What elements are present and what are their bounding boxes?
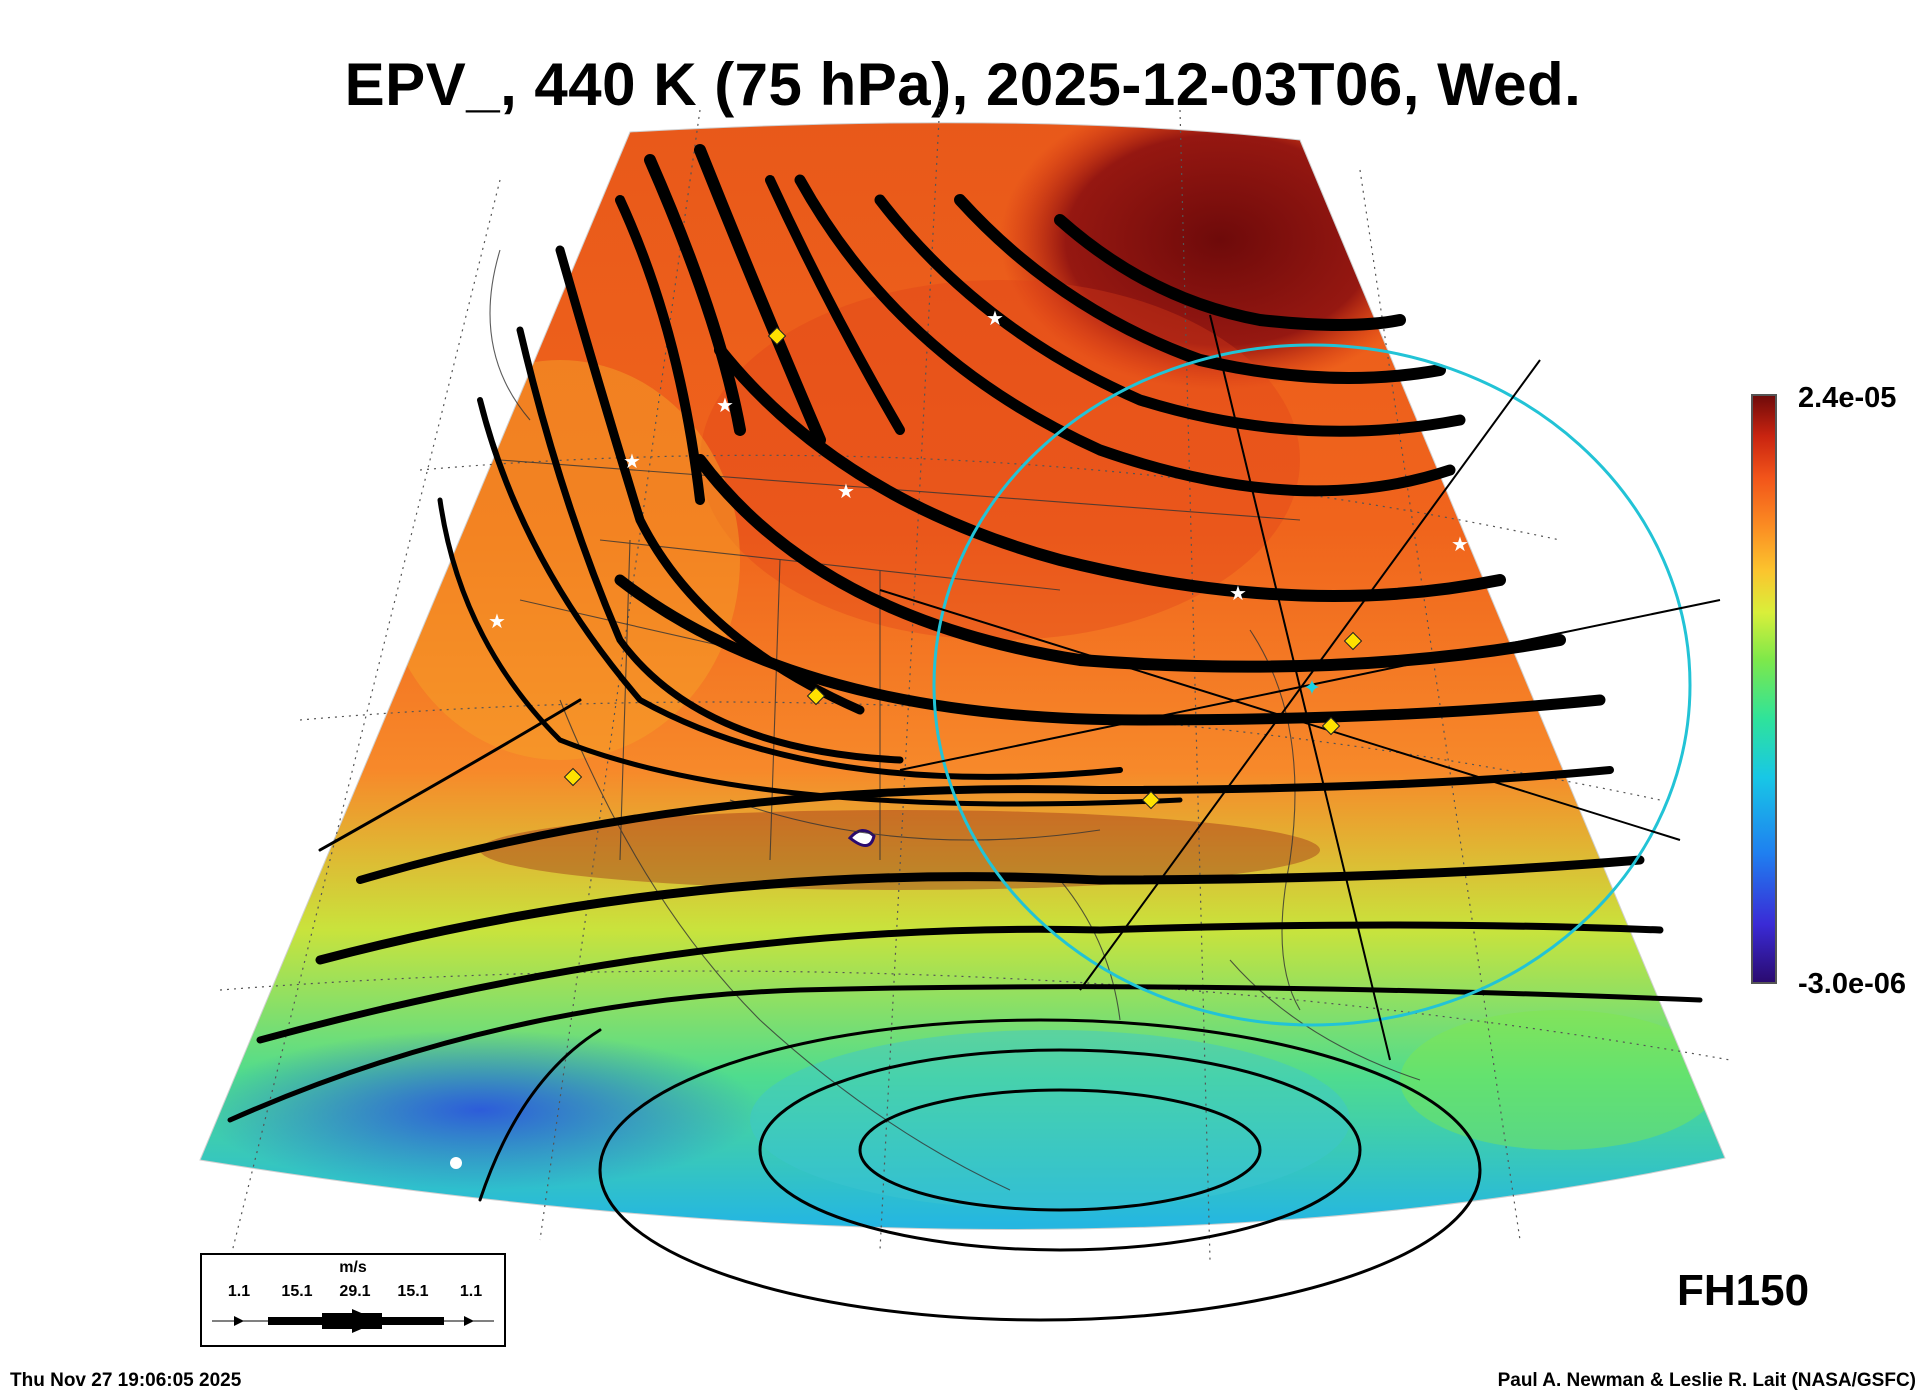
svg-text:★: ★	[623, 451, 641, 473]
legend-units: m/s	[339, 1259, 367, 1276]
footer-credit: Paul A. Newman & Leslie R. Lait (NASA/GS…	[1497, 1370, 1916, 1391]
legend-arrow	[212, 1309, 494, 1333]
map-title: EPV_, 440 K (75 hPa), 2025-12-03T06, Wed…	[344, 51, 1582, 118]
legend-value: 15.1	[281, 1283, 313, 1300]
graticule	[219, 99, 1731, 1261]
svg-text:★: ★	[488, 611, 506, 633]
target-overlay	[879, 314, 1721, 1061]
footer-timestamp: Thu Nov 27 19:06:05 2025	[10, 1370, 242, 1391]
colorbar-min-label: -3.0e-06	[1798, 968, 1907, 1000]
wind-speed-legend: m/s 1.1 15.1 29.1 15.1 1.1	[200, 1253, 506, 1347]
forecast-hour-label: FH150	[1677, 1266, 1810, 1315]
svg-text:★: ★	[837, 481, 855, 503]
colorbar	[1751, 394, 1777, 984]
svg-text:★: ★	[1451, 534, 1469, 556]
legend-value: 1.1	[459, 1283, 483, 1300]
svg-text:★: ★	[716, 395, 734, 417]
legend-value: 29.1	[339, 1283, 371, 1300]
legend-value: 1.1	[227, 1283, 251, 1300]
station-markers: ★ ★ ★ ★ ★ ★ ★ ✦	[488, 308, 1469, 810]
legend-value: 15.1	[397, 1283, 429, 1300]
coastlines	[489, 249, 1421, 1191]
colorbar-max-label: 2.4e-05	[1798, 382, 1897, 414]
svg-text:★: ★	[986, 308, 1004, 330]
svg-text:✦: ✦	[1303, 675, 1321, 700]
svg-text:★: ★	[1229, 583, 1247, 605]
